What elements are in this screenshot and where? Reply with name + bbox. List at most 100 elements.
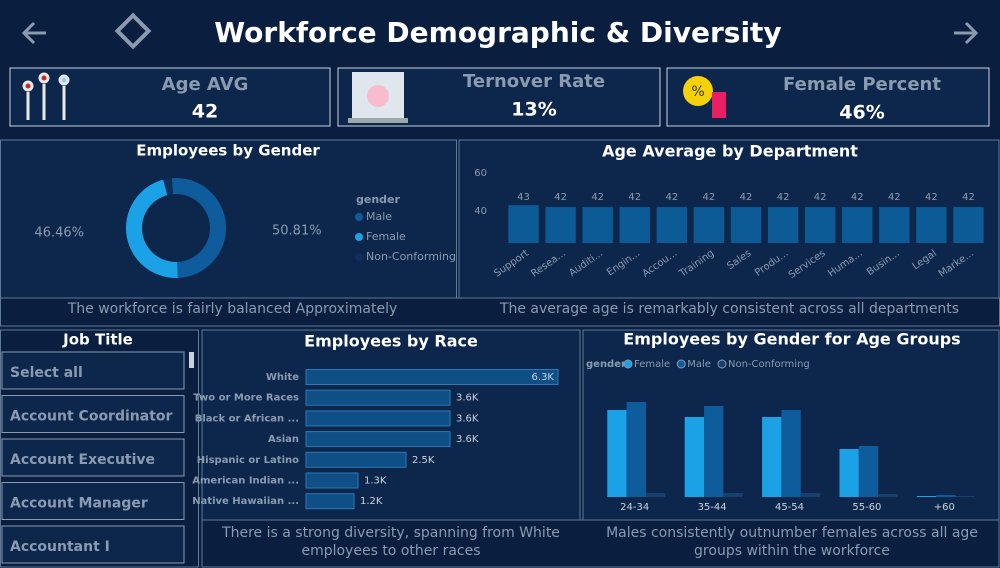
bar [762,417,782,497]
bar [804,207,836,243]
kpi-value: 13% [511,99,556,121]
bar [767,207,799,243]
y-tick-label: Native Hawaiian ... [192,496,299,507]
slicer-item[interactable] [1,525,185,564]
data-label: 42 [962,192,975,203]
donut-slice [171,178,226,278]
slicer-item[interactable] [1,395,185,433]
bar [684,417,705,497]
bar [693,207,725,243]
y-tick-label: American Indian ... [192,476,299,487]
bar [955,496,975,497]
data-label: 42 [665,192,678,203]
slicer-item-label: Accountant I [10,539,110,555]
bar [305,410,451,427]
legend-label: Male [366,210,392,223]
slicer-item-label: Account Coordinator [10,409,173,425]
data-label: 42 [814,192,827,203]
bar [656,207,688,243]
chart-title: Age Average by Department [602,142,858,161]
legend-label: Non-Conforming [366,250,456,263]
data-label: 42 [628,192,641,203]
discount-icon: % [683,76,726,118]
slicer-item-label: Select all [10,365,83,381]
kpi-label: Ternover Rate [463,71,605,92]
legend-label: Female [366,230,406,243]
bar [858,446,879,497]
x-tick-label: +60 [934,502,955,513]
note: There is a strong diversity, spanning fr… [222,525,560,559]
bar [878,494,898,497]
legend-label: Male [687,359,711,370]
bar [619,207,650,243]
data-label: 42 [925,192,938,203]
bar [305,451,407,468]
legend-swatch [676,359,686,369]
data-label: 42 [740,192,753,203]
bar [781,410,801,497]
bar [607,410,627,497]
data-label: 42 [888,192,901,203]
bar [879,207,910,243]
legend-swatch [355,253,363,261]
data-label: 42 [591,192,604,203]
y-tick-label: Black or African ... [195,413,299,424]
bar [839,449,859,497]
bar [704,406,724,497]
data-label: 42 [554,192,567,203]
bar [305,369,559,385]
legend-title: gender [586,359,626,370]
legend-label: Non-Conforming [728,359,810,370]
bar [305,389,451,406]
back-arrow[interactable] [21,21,46,45]
x-tick-label: 55-60 [852,502,881,513]
data-label: 42 [851,192,864,203]
slicer-item[interactable] [1,351,185,390]
bar [545,207,576,243]
y-tick-label: 60 [474,168,487,179]
legend-title: gender [356,193,401,206]
bar [645,493,666,497]
bar [305,472,359,489]
bar [626,402,646,497]
legend-swatch [355,213,363,221]
people-icon [22,72,70,120]
data-label: 3.6K [456,434,479,445]
bookmark-icon[interactable] [114,12,152,50]
y-tick-label: Two or More Races [193,393,299,404]
note-strip [0,297,1000,327]
data-label: 1.2K [360,496,383,507]
y-tick-label: Asian [268,434,299,445]
x-tick-label: 45-54 [775,502,804,513]
kpi-value: 46% [839,102,884,124]
slicer-item[interactable] [1,482,185,520]
x-tick-label: 24-34 [620,502,649,513]
data-label: 46.46% [34,226,84,241]
y-tick-label: Hispanic or Latino [197,455,299,466]
slicer-item[interactable] [1,438,185,477]
bar [305,493,355,510]
chart-title: Employees by Race [304,332,478,351]
note: Males consistently outnumber females acr… [606,525,978,559]
note: The average age is remarkably consistent… [499,301,960,317]
data-label: 3.6K [456,413,479,424]
data-label: 43 [517,192,530,203]
legend-swatch [623,359,633,369]
slicer-title: Job Title [62,331,133,349]
slicer-item-label: Account Executive [10,452,155,468]
kpi-label: Female Percent [783,74,941,95]
bar [582,207,613,243]
bar [800,493,821,497]
scrollbar[interactable] [189,352,194,368]
next-arrow[interactable] [954,21,979,45]
bar [936,495,956,497]
kpi-value: 42 [192,101,218,123]
donut-slice [163,178,174,196]
chart-title: Employees by Gender for Age Groups [623,330,960,349]
data-label: 50.81% [272,224,322,239]
bar [305,431,451,448]
laptop-icon [348,72,408,123]
bar [842,207,873,243]
data-label: 6.3K [532,372,555,383]
